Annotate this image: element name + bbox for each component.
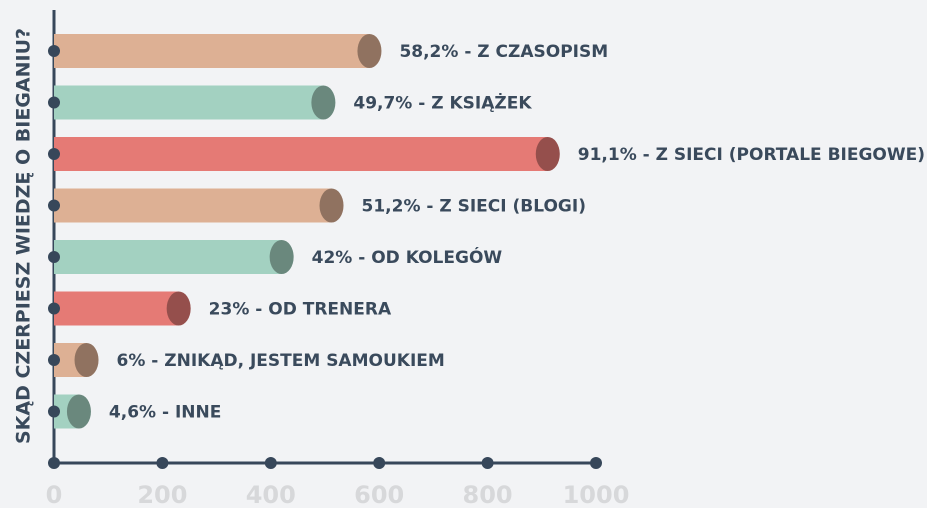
- bar-cap: [269, 240, 294, 274]
- bar-cap-shade: [357, 34, 382, 68]
- bar-cap-shade: [319, 188, 344, 223]
- x-tick: [590, 457, 602, 469]
- bar: [54, 240, 282, 274]
- bar-cap-shade: [311, 85, 336, 120]
- row-dot: [48, 251, 60, 263]
- row-dot: [48, 302, 60, 315]
- bar-label: 51,2% - Z SIECI (BLOGI): [362, 197, 586, 217]
- row-dot: [48, 405, 60, 418]
- y-axis-label: SKĄD CZERPIESZ WIEDZĘ O BIEGANIU?: [13, 28, 35, 444]
- bar-cap: [74, 343, 99, 377]
- bar: [54, 85, 324, 120]
- bar-cap: [166, 291, 191, 326]
- x-tick: [481, 457, 494, 469]
- x-tick-label: 1000: [563, 481, 630, 508]
- row-dot: [48, 199, 60, 212]
- bar-cap-shade: [74, 343, 99, 377]
- bar-cap: [535, 137, 560, 171]
- bar-cap-shade: [269, 240, 294, 274]
- bar-label: 42% - OD KOLEGÓW: [312, 246, 503, 268]
- x-tick-label: 600: [354, 481, 404, 508]
- bar-label: 91,1% - Z SIECI (PORTALE BIEGOWE): [578, 145, 925, 165]
- row-dot: [48, 354, 60, 366]
- bar: [54, 137, 548, 171]
- bar-label: 58,2% - Z CZASOPISM: [399, 42, 608, 62]
- x-tick-label: 200: [137, 481, 187, 508]
- bar-cap: [311, 85, 336, 120]
- bar-cap: [66, 394, 91, 429]
- bar: [54, 291, 179, 326]
- row-dot: [48, 45, 60, 57]
- bar: [54, 34, 370, 68]
- x-tick-label: 400: [246, 481, 296, 508]
- bar-label: 23% - OD TRENERA: [209, 300, 392, 320]
- bar-cap: [357, 34, 382, 68]
- x-tick: [373, 457, 386, 469]
- x-tick-label: 0: [46, 481, 63, 508]
- bar-cap-shade: [66, 394, 91, 429]
- bar-cap-shade: [535, 137, 560, 171]
- x-tick: [156, 457, 169, 469]
- bar-label: 49,7% - Z KSIĄŻEK: [353, 92, 532, 114]
- x-tick-label: 800: [463, 481, 513, 508]
- x-tick: [264, 457, 277, 469]
- row-dot: [48, 148, 60, 160]
- bar-label: 4,6% - INNE: [109, 403, 221, 423]
- x-tick: [48, 457, 60, 469]
- bar-label: 6% - ZNIKĄD, JESTEM SAMOUKIEM: [117, 351, 445, 371]
- bar-cap-shade: [166, 291, 191, 326]
- row-dot: [48, 96, 60, 109]
- bar: [54, 188, 332, 223]
- bar-cap: [319, 188, 344, 223]
